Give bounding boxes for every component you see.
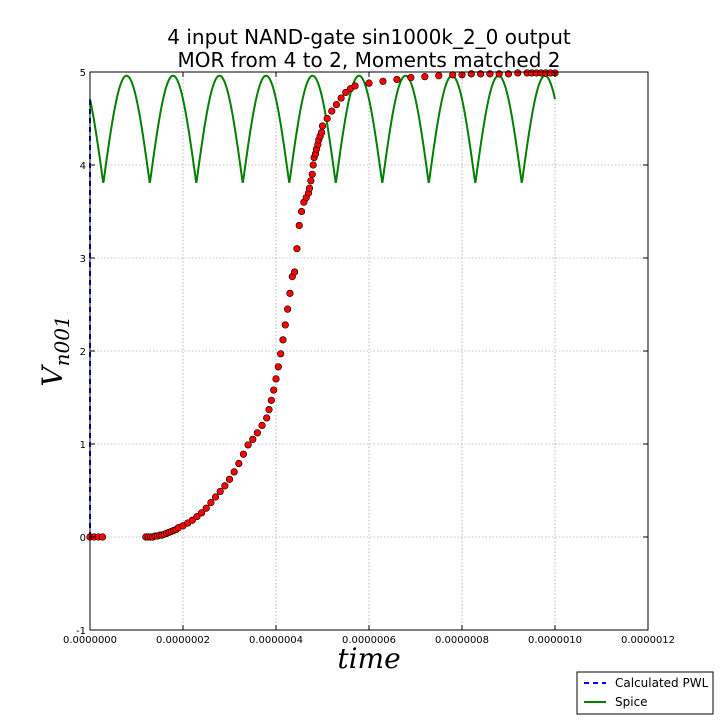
data-point-marker [284, 305, 292, 313]
data-point-marker [323, 114, 331, 123]
axes-background [90, 72, 648, 630]
x-tick-label: 0.0000004 [249, 635, 303, 646]
legend-label-calculated-pwl: Calculated PWL [615, 676, 709, 690]
data-point-marker [281, 321, 289, 329]
data-point-marker [328, 107, 336, 115]
data-point-marker [258, 421, 266, 430]
data-point-marker [193, 512, 201, 521]
data-point-marker [265, 405, 273, 414]
data-point-marker [279, 336, 287, 344]
x-tick-label: 0.0000000 [63, 635, 117, 646]
data-point-marker [270, 386, 278, 394]
data-point-marker [379, 77, 387, 85]
chart-title-line2: MOR from 4 to 2, Moments matched 2 [177, 48, 560, 72]
ticks: 0.0000000 0.0000002 0.0000004 0.0000006 0.00… [63, 68, 675, 646]
series-line-spice [89, 74, 556, 184]
data-point-marker [407, 73, 415, 82]
y-tick-label: 2 [80, 347, 86, 358]
data-point-marker [291, 268, 299, 276]
data-point-marker [216, 487, 224, 496]
data-point-marker [249, 435, 257, 443]
data-point-marker [435, 72, 443, 80]
data-point-marker [297, 207, 306, 216]
data-point-marker [309, 161, 317, 169]
data-point-marker [318, 122, 327, 130]
data-point-marker [198, 509, 206, 517]
data-point-marker [235, 459, 243, 468]
data-point-marker [514, 69, 522, 77]
data-point-marker [305, 184, 314, 192]
y-tick-label: 0 [80, 533, 86, 544]
legend-box [576, 671, 714, 715]
data-point-marker [267, 396, 275, 404]
data-point-marker [307, 177, 315, 185]
data-point-marker [253, 429, 261, 437]
data-point-marker [421, 73, 429, 81]
x-axis-label: time [337, 642, 400, 675]
data-point-marker [244, 441, 252, 449]
data-point-marker [293, 245, 301, 253]
data-point-marker [365, 79, 373, 87]
y-tick-label: 3 [80, 254, 86, 265]
data-point-marker [98, 533, 107, 541]
data-point-marker [393, 75, 401, 84]
y-axis-label-sub: n001 [50, 315, 74, 366]
data-point-marker [225, 475, 234, 483]
x-tick-label: 0.0000012 [621, 635, 675, 646]
x-tick-label: 0.0000002 [156, 635, 210, 646]
data-point-marker [337, 94, 345, 102]
data-point-marker [277, 350, 285, 358]
data-point-marker [211, 493, 220, 501]
data-point-marker [308, 170, 316, 178]
data-point-marker [230, 468, 238, 476]
data-point-marker [202, 504, 210, 512]
chart-title-line1: 4 input NAND-gate sin1000k_2_0 output [167, 25, 571, 49]
data-point-marker [286, 289, 294, 297]
data-point-marker [274, 363, 282, 371]
y-tick-label: -1 [76, 626, 86, 637]
x-tick-label: 0.0000006 [342, 635, 396, 646]
data-point-marker [221, 482, 229, 490]
data-point-marker [317, 128, 326, 137]
legend: Calculated PWL Spice [576, 671, 714, 715]
data-point-marker [239, 450, 248, 458]
data-point-marker [263, 414, 271, 422]
data-point-marker [295, 221, 303, 230]
plot-area: 0.0000000 0.0000002 0.0000004 0.0000006 0.00… [63, 68, 675, 646]
data-point-marker [272, 375, 280, 383]
legend-label-spice: Spice [615, 695, 648, 709]
x-tick-label: 0.0000010 [528, 635, 582, 646]
data-point-marker [351, 82, 359, 90]
y-tick-label: 1 [80, 440, 86, 451]
data-point-marker [207, 498, 215, 507]
svg-text:Vn001: Vn001 [36, 315, 74, 386]
data-point-marker [449, 71, 457, 79]
x-tick-label: 0.0000008 [435, 635, 489, 646]
y-tick-label: 5 [80, 68, 86, 79]
y-tick-label: 4 [80, 161, 86, 172]
data-point-marker [188, 516, 196, 524]
data-point-marker [332, 100, 341, 109]
y-axis-label: Vn001 [36, 315, 74, 386]
data-point-marker [342, 88, 350, 97]
y-axis-label-main: V [36, 364, 69, 387]
